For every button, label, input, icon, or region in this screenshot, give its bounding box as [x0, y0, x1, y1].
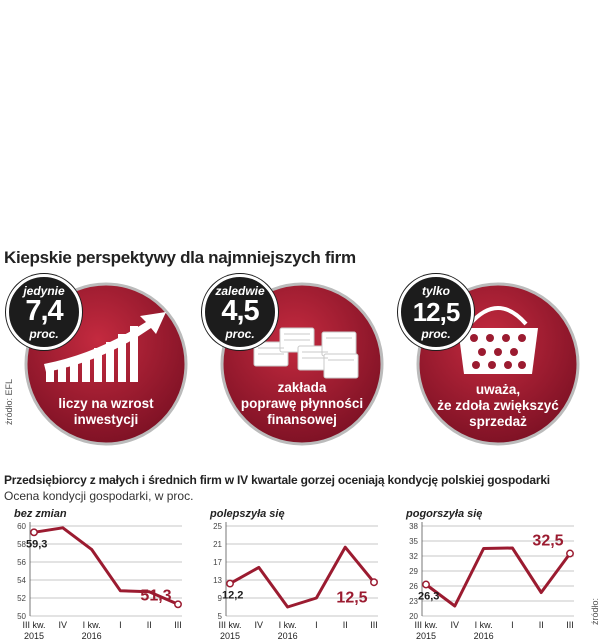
y-tick-label: 32: [409, 552, 418, 561]
charts-subtitle: Ocena kondycji gospodarki, w proc.: [4, 489, 194, 503]
unit-label: proc.: [225, 327, 255, 341]
stat-description: zakłada poprawę płynności finansowej: [237, 380, 367, 428]
source-note-top: źródło: EFL: [4, 378, 14, 425]
unit-label: proc.: [421, 327, 451, 341]
data-point: [30, 528, 38, 537]
chart-title: pogorszyła się: [405, 508, 482, 520]
desc-line: zakłada: [277, 380, 327, 395]
x-tick-label: III kw.: [218, 620, 241, 630]
prefix-label: tylko: [421, 284, 450, 298]
y-tick-label: 25: [213, 522, 222, 531]
data-point: [422, 580, 430, 589]
stat-description: uważa, że zdoła zwiększyć sprzedaż: [428, 382, 568, 430]
y-tick-label: 21: [213, 540, 222, 549]
desc-line: poprawę płynności: [240, 396, 364, 411]
x-tick-year: 2015: [220, 631, 240, 640]
x-tick-label: III kw.: [414, 620, 437, 630]
x-tick-label: IV: [451, 620, 460, 630]
x-tick-label: I: [119, 620, 122, 630]
charts-title: Przedsiębiorcy z małych i średnich firm …: [4, 473, 550, 487]
y-tick-label: 23: [409, 597, 418, 606]
data-label-last: 32,5: [532, 533, 563, 550]
y-tick-label: 17: [213, 558, 222, 567]
desc-line: że zdoła zwiększyć: [437, 398, 559, 413]
source-note-bottom: źródło: Keralla Research: [590, 597, 599, 625]
value-badge: zaledwie 4,5 proc.: [202, 274, 278, 350]
x-tick-label: I kw.: [475, 620, 493, 630]
y-tick-label: 50: [17, 612, 26, 621]
unit-label: proc.: [29, 327, 59, 341]
x-tick-label: I: [315, 620, 318, 630]
data-point: [566, 549, 574, 558]
x-tick-label: II: [539, 620, 544, 630]
stat-sales: tylko 12,5 proc. uważa, że zdoła zwiększ…: [398, 272, 598, 472]
value-label: 4,5: [221, 295, 259, 327]
x-tick-label: I kw.: [279, 620, 297, 630]
y-tick-label: 13: [213, 576, 222, 585]
stat-circle: [220, 282, 384, 446]
value-label: 7,4: [25, 295, 63, 327]
value-label: 12,5: [412, 297, 461, 327]
x-tick-label: II: [147, 620, 152, 630]
y-tick-label: 20: [409, 612, 418, 621]
shopping-basket-icon: [458, 306, 538, 374]
x-tick-label: I kw.: [83, 620, 101, 630]
y-tick-label: 52: [17, 594, 26, 603]
data-label-first: 12,2: [222, 590, 243, 602]
x-tick-label: III: [174, 620, 182, 630]
y-tick-label: 58: [17, 540, 26, 549]
data-label-last: 12,5: [336, 589, 367, 606]
data-point: [174, 600, 182, 609]
chart-title: polepszyła się: [209, 508, 285, 520]
desc-line: inwestycji: [73, 412, 139, 427]
stat-investment: jedynie 7,4 proc. liczy na wzrost inwest…: [6, 272, 206, 472]
value-badge: jedynie 7,4 proc.: [6, 274, 82, 350]
y-tick-label: 54: [17, 576, 26, 585]
y-tick-label: 38: [409, 522, 418, 531]
x-tick-label: III kw.: [22, 620, 45, 630]
growth-chart-icon: [44, 312, 166, 382]
x-tick-label: IV: [59, 620, 68, 630]
data-label-first: 26,3: [418, 591, 439, 603]
desc-line: liczy na wzrost: [58, 396, 154, 411]
stat-liquidity: zaledwie 4,5 proc. zakłada poprawę płynn…: [202, 272, 402, 472]
stat-description: liczy na wzrost inwestycji: [46, 396, 166, 428]
x-tick-label: II: [343, 620, 348, 630]
x-tick-label: III: [566, 620, 574, 630]
desc-line: sprzedaż: [469, 414, 527, 429]
y-tick-label: 60: [17, 522, 26, 531]
series-line: [33, 526, 179, 606]
series-line: [229, 545, 376, 609]
x-tick-year: 2016: [278, 631, 298, 640]
x-tick-year: 2015: [24, 631, 44, 640]
money-stacks-icon: [253, 327, 359, 379]
value-badge: tylko 12,5 proc.: [398, 274, 474, 350]
x-tick-year: 2016: [82, 631, 102, 640]
data-label-last: 51,3: [140, 587, 171, 604]
data-point: [370, 578, 378, 587]
y-tick-label: 29: [409, 567, 418, 576]
prefix-label: jedynie: [23, 284, 65, 298]
y-tick-label: 9: [218, 594, 223, 603]
y-tick-label: 56: [17, 558, 26, 567]
y-tick-label: 26: [409, 582, 418, 591]
desc-line: uważa,: [475, 382, 521, 397]
x-tick-label: IV: [255, 620, 264, 630]
x-tick-label: I: [511, 620, 514, 630]
data-label-first: 59,3: [26, 538, 47, 550]
desc-line: finansowej: [267, 412, 337, 427]
x-tick-label: III: [370, 620, 378, 630]
page-title: Kiepskie perspektywy dla najmniejszych f…: [4, 248, 356, 267]
x-tick-year: 2016: [474, 631, 494, 640]
prefix-label: zaledwie: [215, 284, 265, 298]
series-line: [425, 546, 572, 608]
y-tick-label: 35: [409, 537, 418, 546]
data-point: [226, 579, 234, 588]
chart-title: bez zmian: [14, 508, 67, 520]
y-tick-label: 5: [218, 612, 223, 621]
x-tick-year: 2015: [416, 631, 436, 640]
